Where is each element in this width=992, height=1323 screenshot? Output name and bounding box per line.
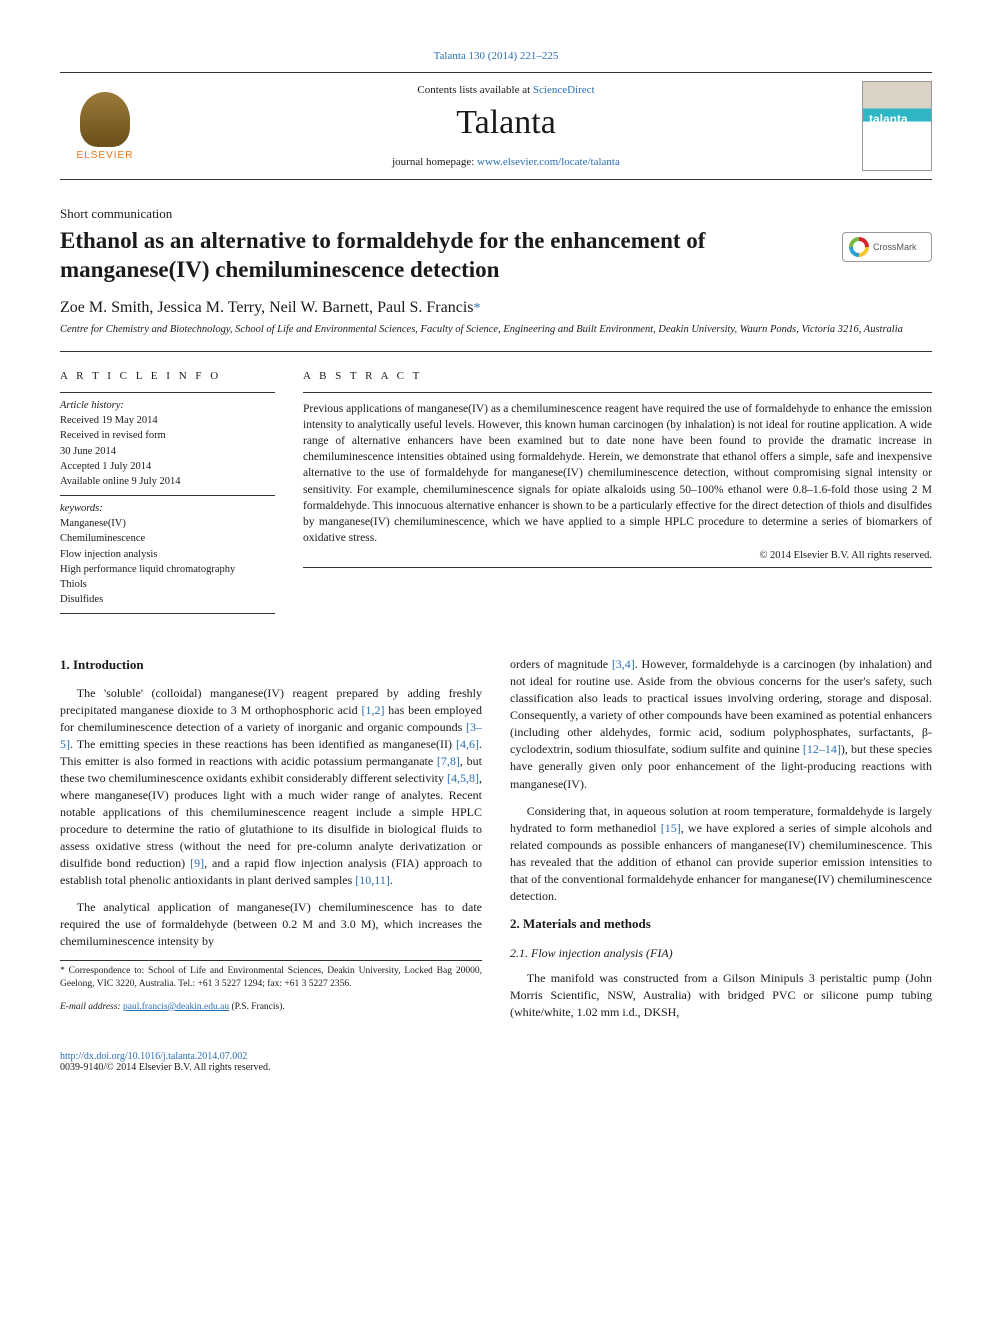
ref-link[interactable]: [15] [661,821,681,835]
publisher-logo: ELSEVIER [60,81,150,171]
sciencedirect-link[interactable]: ScienceDirect [533,84,595,96]
cover-word: talanta [869,112,908,126]
ref-link[interactable]: [3,4] [612,657,635,671]
authors: Zoe M. Smith, Jessica M. Terry, Neil W. … [60,299,932,317]
abstract-text: Previous applications of manganese(IV) a… [303,401,932,546]
affiliation: Centre for Chemistry and Biotechnology, … [60,323,932,337]
footnote: * Correspondence to: School of Life and … [60,960,482,1013]
paragraph: The analytical application of manganese(… [60,899,482,950]
history-line: Received in revised form [60,429,275,443]
ref-link[interactable]: [9] [190,856,204,870]
ref-link[interactable]: [10,11] [355,873,390,887]
keyword: High performance liquid chromatography [60,563,275,577]
homepage-line: journal homepage: www.elsevier.com/locat… [150,156,862,168]
ref-link[interactable]: [4,6] [456,737,479,751]
divider [60,351,932,352]
doi: http://dx.doi.org/10.1016/j.talanta.2014… [60,1051,932,1062]
author-list: Zoe M. Smith, Jessica M. Terry, Neil W. … [60,299,474,316]
history-line: Accepted 1 July 2014 [60,460,275,474]
keyword: Disulfides [60,593,275,607]
crossmark-badge[interactable]: CrossMark [842,232,932,262]
keyword: Manganese(IV) [60,517,275,531]
article-title: Ethanol as an alternative to formaldehyd… [60,226,824,285]
article-type: Short communication [60,206,932,222]
section-heading: 1. Introduction [60,656,482,674]
history-line: 30 June 2014 [60,445,275,459]
contents-prefix: Contents lists available at [417,84,532,96]
journal-cover-thumb: talanta [862,81,932,171]
keywords-label: keywords: [60,502,275,516]
section-heading: 2. Materials and methods [510,915,932,933]
citation: Talanta 130 (2014) 221–225 [60,50,932,62]
email-link[interactable]: paul.francis@deakin.edu.au [123,1002,229,1012]
history-line: Received 19 May 2014 [60,414,275,428]
ref-link[interactable]: [7,8] [437,754,460,768]
journal-name: Talanta [150,104,862,142]
ref-link[interactable]: [1,2] [361,703,384,717]
journal-header: ELSEVIER Contents lists available at Sci… [60,72,932,180]
paragraph: The manifold was constructed from a Gils… [510,970,932,1021]
paragraph: The 'soluble' (colloidal) manganese(IV) … [60,685,482,889]
history-label: Article history: [60,399,275,413]
elsevier-tree-icon [80,92,130,147]
ref-link[interactable]: [12–14] [803,742,841,756]
homepage-prefix: journal homepage: [392,156,477,168]
contents-line: Contents lists available at ScienceDirec… [150,84,862,96]
subsection-heading: 2.1. Flow injection analysis (FIA) [510,945,932,962]
body-text: 1. Introduction The 'soluble' (colloidal… [60,656,932,1027]
crossmark-icon [849,237,869,257]
doi-link[interactable]: http://dx.doi.org/10.1016/j.talanta.2014… [60,1051,247,1062]
issn-line: 0039-9140/© 2014 Elsevier B.V. All right… [60,1062,932,1073]
keyword: Chemiluminescence [60,532,275,546]
article-info: A R T I C L E I N F O Article history: R… [60,370,275,620]
homepage-link[interactable]: www.elsevier.com/locate/talanta [477,156,620,168]
corr-footnote: * Correspondence to: School of Life and … [60,965,482,991]
keyword: Thiols [60,578,275,592]
info-heading: A R T I C L E I N F O [60,370,275,382]
keyword: Flow injection analysis [60,548,275,562]
history-line: Available online 9 July 2014 [60,475,275,489]
paragraph: orders of magnitude [3,4]. However, form… [510,656,932,792]
abstract-copyright: © 2014 Elsevier B.V. All rights reserved… [303,550,932,561]
crossmark-label: CrossMark [873,242,917,252]
publisher-name: ELSEVIER [77,150,134,161]
corresponding-marker: * [474,301,481,316]
abstract: A B S T R A C T Previous applications of… [303,370,932,620]
email-footnote: E-mail address: paul.francis@deakin.edu.… [60,1001,482,1014]
ref-link[interactable]: [4,5,8] [447,771,479,785]
paragraph: Considering that, in aqueous solution at… [510,803,932,905]
abstract-heading: A B S T R A C T [303,370,932,382]
